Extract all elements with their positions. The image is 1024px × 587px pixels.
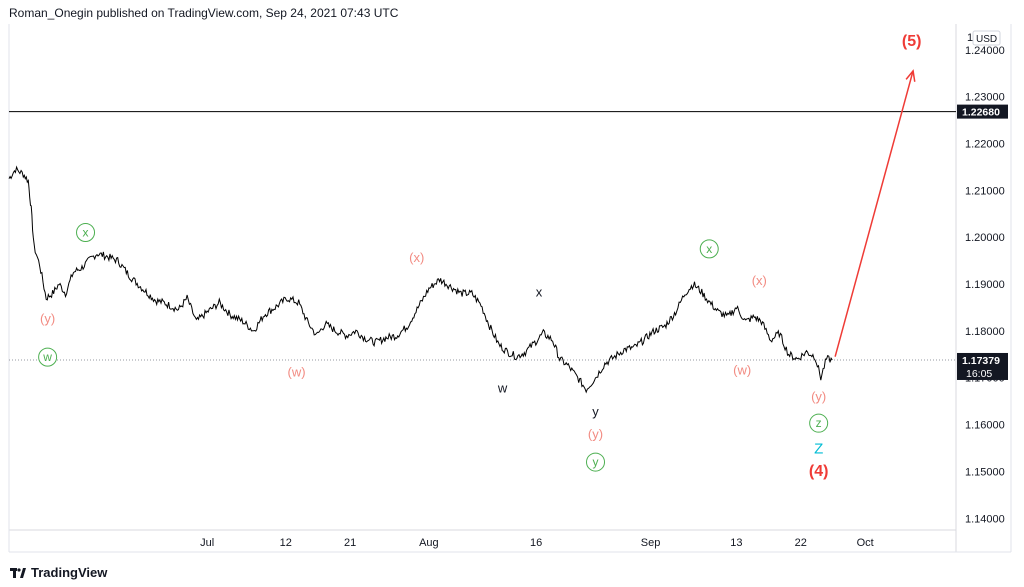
last-price-label: 1.17379 xyxy=(962,355,1000,367)
y-axis-partial-tick: 1 xyxy=(967,32,973,44)
y-tick-label: 1.20000 xyxy=(965,232,1005,244)
wave-circle xyxy=(809,413,829,433)
wave-label: (x) xyxy=(409,250,424,265)
wave-label: (w) xyxy=(733,362,751,377)
last-price-tag: 1.17379 16:05 xyxy=(957,352,1008,380)
wave-label: y xyxy=(593,455,599,469)
price-series-line xyxy=(8,165,833,394)
wave-label: (w) xyxy=(288,365,306,380)
currency-badge[interactable] xyxy=(972,30,1001,46)
wave-circle xyxy=(38,347,58,367)
wave-circle xyxy=(699,239,719,259)
wave-label: x xyxy=(706,242,712,256)
countdown-label: 16:05 xyxy=(966,368,992,380)
tradingview-brand-text: TradingView xyxy=(31,565,108,580)
currency-label: USD xyxy=(976,34,997,45)
y-tick-label: 1.21000 xyxy=(965,185,1005,197)
x-tick-label: Aug xyxy=(419,537,439,549)
attribution-text: Roman_Onegin published on TradingView.co… xyxy=(9,6,399,20)
wave-circle xyxy=(76,222,96,242)
x-tick-label: Sep xyxy=(641,537,661,549)
wave-label: w xyxy=(497,381,508,396)
horizontal-level-label: 1.22680 xyxy=(962,107,1000,119)
elliott-wave-labels: x (y) w (w) (x) w x y (y) y x (x) (w) (y) zZ (4) (5) xyxy=(38,33,922,480)
x-tick-label: 21 xyxy=(344,537,356,549)
wave-label: x xyxy=(83,225,89,239)
wave-label: (y) xyxy=(811,389,826,404)
x-tick-label: 13 xyxy=(730,537,742,549)
x-tick-label: 16 xyxy=(530,537,542,549)
y-tick-label: 1.19000 xyxy=(965,279,1005,291)
y-tick-label: 1.23000 xyxy=(965,92,1005,104)
horizontal-level-tag: 1.22680 xyxy=(957,104,1008,119)
y-tick-label: 1.24000 xyxy=(965,45,1005,57)
y-tick-label: 1.22000 xyxy=(965,138,1005,150)
last-price-tag-bg xyxy=(957,352,1008,380)
wave-label: Z xyxy=(814,440,823,457)
projection-arrow[interactable] xyxy=(834,69,916,357)
y-tick-label: 1.14000 xyxy=(965,513,1005,525)
tradingview-logo-icon xyxy=(10,567,26,578)
y-tick-label: 1.16000 xyxy=(965,420,1005,432)
wave-label: (y) xyxy=(40,311,55,326)
wave-label: (5) xyxy=(902,33,922,50)
wave-label: z xyxy=(816,416,822,430)
x-tick-label: Jul xyxy=(200,537,214,549)
y-tick-label: 1.18000 xyxy=(965,326,1005,338)
wave-label: x xyxy=(536,284,543,299)
tradingview-branding[interactable]: TradingView xyxy=(10,565,107,580)
y-tick-label: 1.15000 xyxy=(965,466,1005,478)
wave-circle xyxy=(586,452,606,472)
x-axis-ticks: Jul 12 21 Aug 16 Sep 13 22 Oct xyxy=(200,537,874,549)
projection-arrow-head xyxy=(905,69,916,82)
wave-label: w xyxy=(42,350,52,364)
wave-label: (4) xyxy=(809,463,829,480)
wave-label: y xyxy=(592,404,599,419)
horizontal-level-tag-bg xyxy=(957,104,1008,119)
x-tick-label: Oct xyxy=(857,537,874,549)
chart-frame xyxy=(8,24,1012,553)
projection-arrow-shaft xyxy=(834,70,914,357)
wave-label: (y) xyxy=(588,426,603,441)
x-tick-label: 12 xyxy=(280,537,292,549)
wave-label: (x) xyxy=(752,273,767,288)
x-tick-label: 22 xyxy=(795,537,807,549)
